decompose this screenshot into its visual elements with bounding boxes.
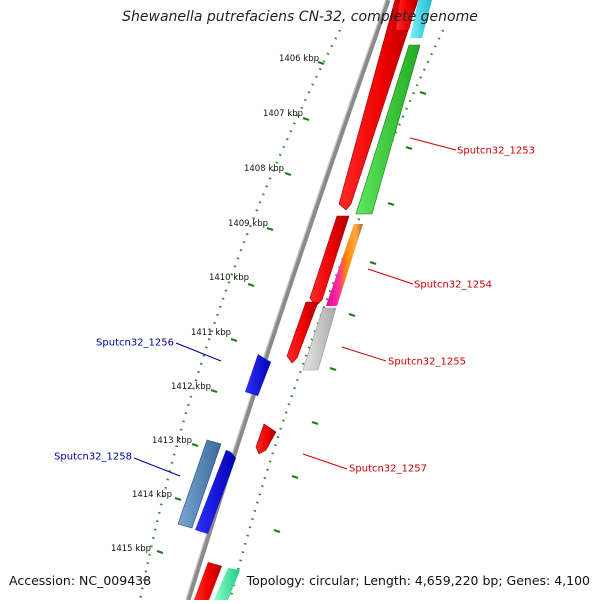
gene-multicolor-1254[interactable] bbox=[326, 224, 363, 306]
gene-red-1257[interactable] bbox=[255, 423, 277, 455]
topology-text: Topology: circular; Length: 4,659,220 bp… bbox=[246, 573, 590, 588]
tick-label-1415: 1415 kbp bbox=[110, 544, 151, 554]
gene-red-1255[interactable] bbox=[286, 301, 319, 364]
tick-label-1407: 1407 kbp bbox=[262, 109, 303, 119]
gene-label-1257[interactable]: Sputcn32_1257 bbox=[349, 463, 427, 475]
leader-1257 bbox=[302, 453, 348, 470]
outer-ruler bbox=[228, 29, 445, 601]
gene-top-red[interactable] bbox=[396, 0, 417, 30]
gene-green-1253[interactable] bbox=[355, 44, 421, 215]
tick-label-1409: 1409 kbp bbox=[227, 219, 268, 229]
gene-label-1256[interactable]: Sputcn32_1256 bbox=[96, 337, 174, 349]
genome-backbone bbox=[185, 0, 391, 601]
gene-bottom-red[interactable] bbox=[194, 562, 222, 600]
gene-1253-forward[interactable] bbox=[338, 0, 419, 211]
tick-label-1408: 1408 kbp bbox=[243, 164, 284, 174]
gene-grey-1255[interactable] bbox=[302, 307, 337, 371]
leader-1258 bbox=[133, 457, 181, 477]
gene-red-1254[interactable] bbox=[309, 215, 350, 307]
gene-blue-1258b[interactable] bbox=[195, 450, 236, 534]
leader-1255 bbox=[341, 346, 387, 362]
inner-ruler bbox=[138, 29, 342, 601]
gene-blue-1256[interactable] bbox=[245, 354, 271, 396]
accession-text: Accession: NC_009438 bbox=[9, 573, 152, 588]
tick-label-1413: 1413 kbp bbox=[151, 436, 192, 446]
map-title: Shewanella putrefaciens CN-32, complete … bbox=[122, 9, 478, 25]
gene-label-1253[interactable]: Sputcn32_1253 bbox=[457, 145, 535, 157]
tick-label-1412: 1412 kbp bbox=[170, 382, 211, 392]
outer-ruler-ticks bbox=[273, 90, 427, 534]
tick-label-1410: 1410 kbp bbox=[208, 273, 249, 283]
tick-label-1411: 1411 kbp bbox=[190, 328, 231, 338]
leader-1253 bbox=[409, 137, 457, 151]
gene-bottom-mint[interactable] bbox=[214, 568, 240, 600]
gene-label-1254[interactable]: Sputcn32_1254 bbox=[414, 279, 492, 291]
tick-label-1406: 1406 kbp bbox=[278, 54, 319, 64]
inner-ruler-ticks bbox=[156, 60, 325, 555]
leader-1256 bbox=[175, 342, 222, 362]
tick-label-1414: 1414 kbp bbox=[131, 490, 172, 500]
leader-1254 bbox=[367, 268, 414, 285]
gene-top-cyan[interactable] bbox=[410, 0, 432, 38]
gene-label-1258[interactable]: Sputcn32_1258 bbox=[54, 451, 132, 463]
gene-steel-1258[interactable] bbox=[177, 439, 222, 529]
gene-label-1255[interactable]: Sputcn32_1255 bbox=[388, 356, 466, 368]
